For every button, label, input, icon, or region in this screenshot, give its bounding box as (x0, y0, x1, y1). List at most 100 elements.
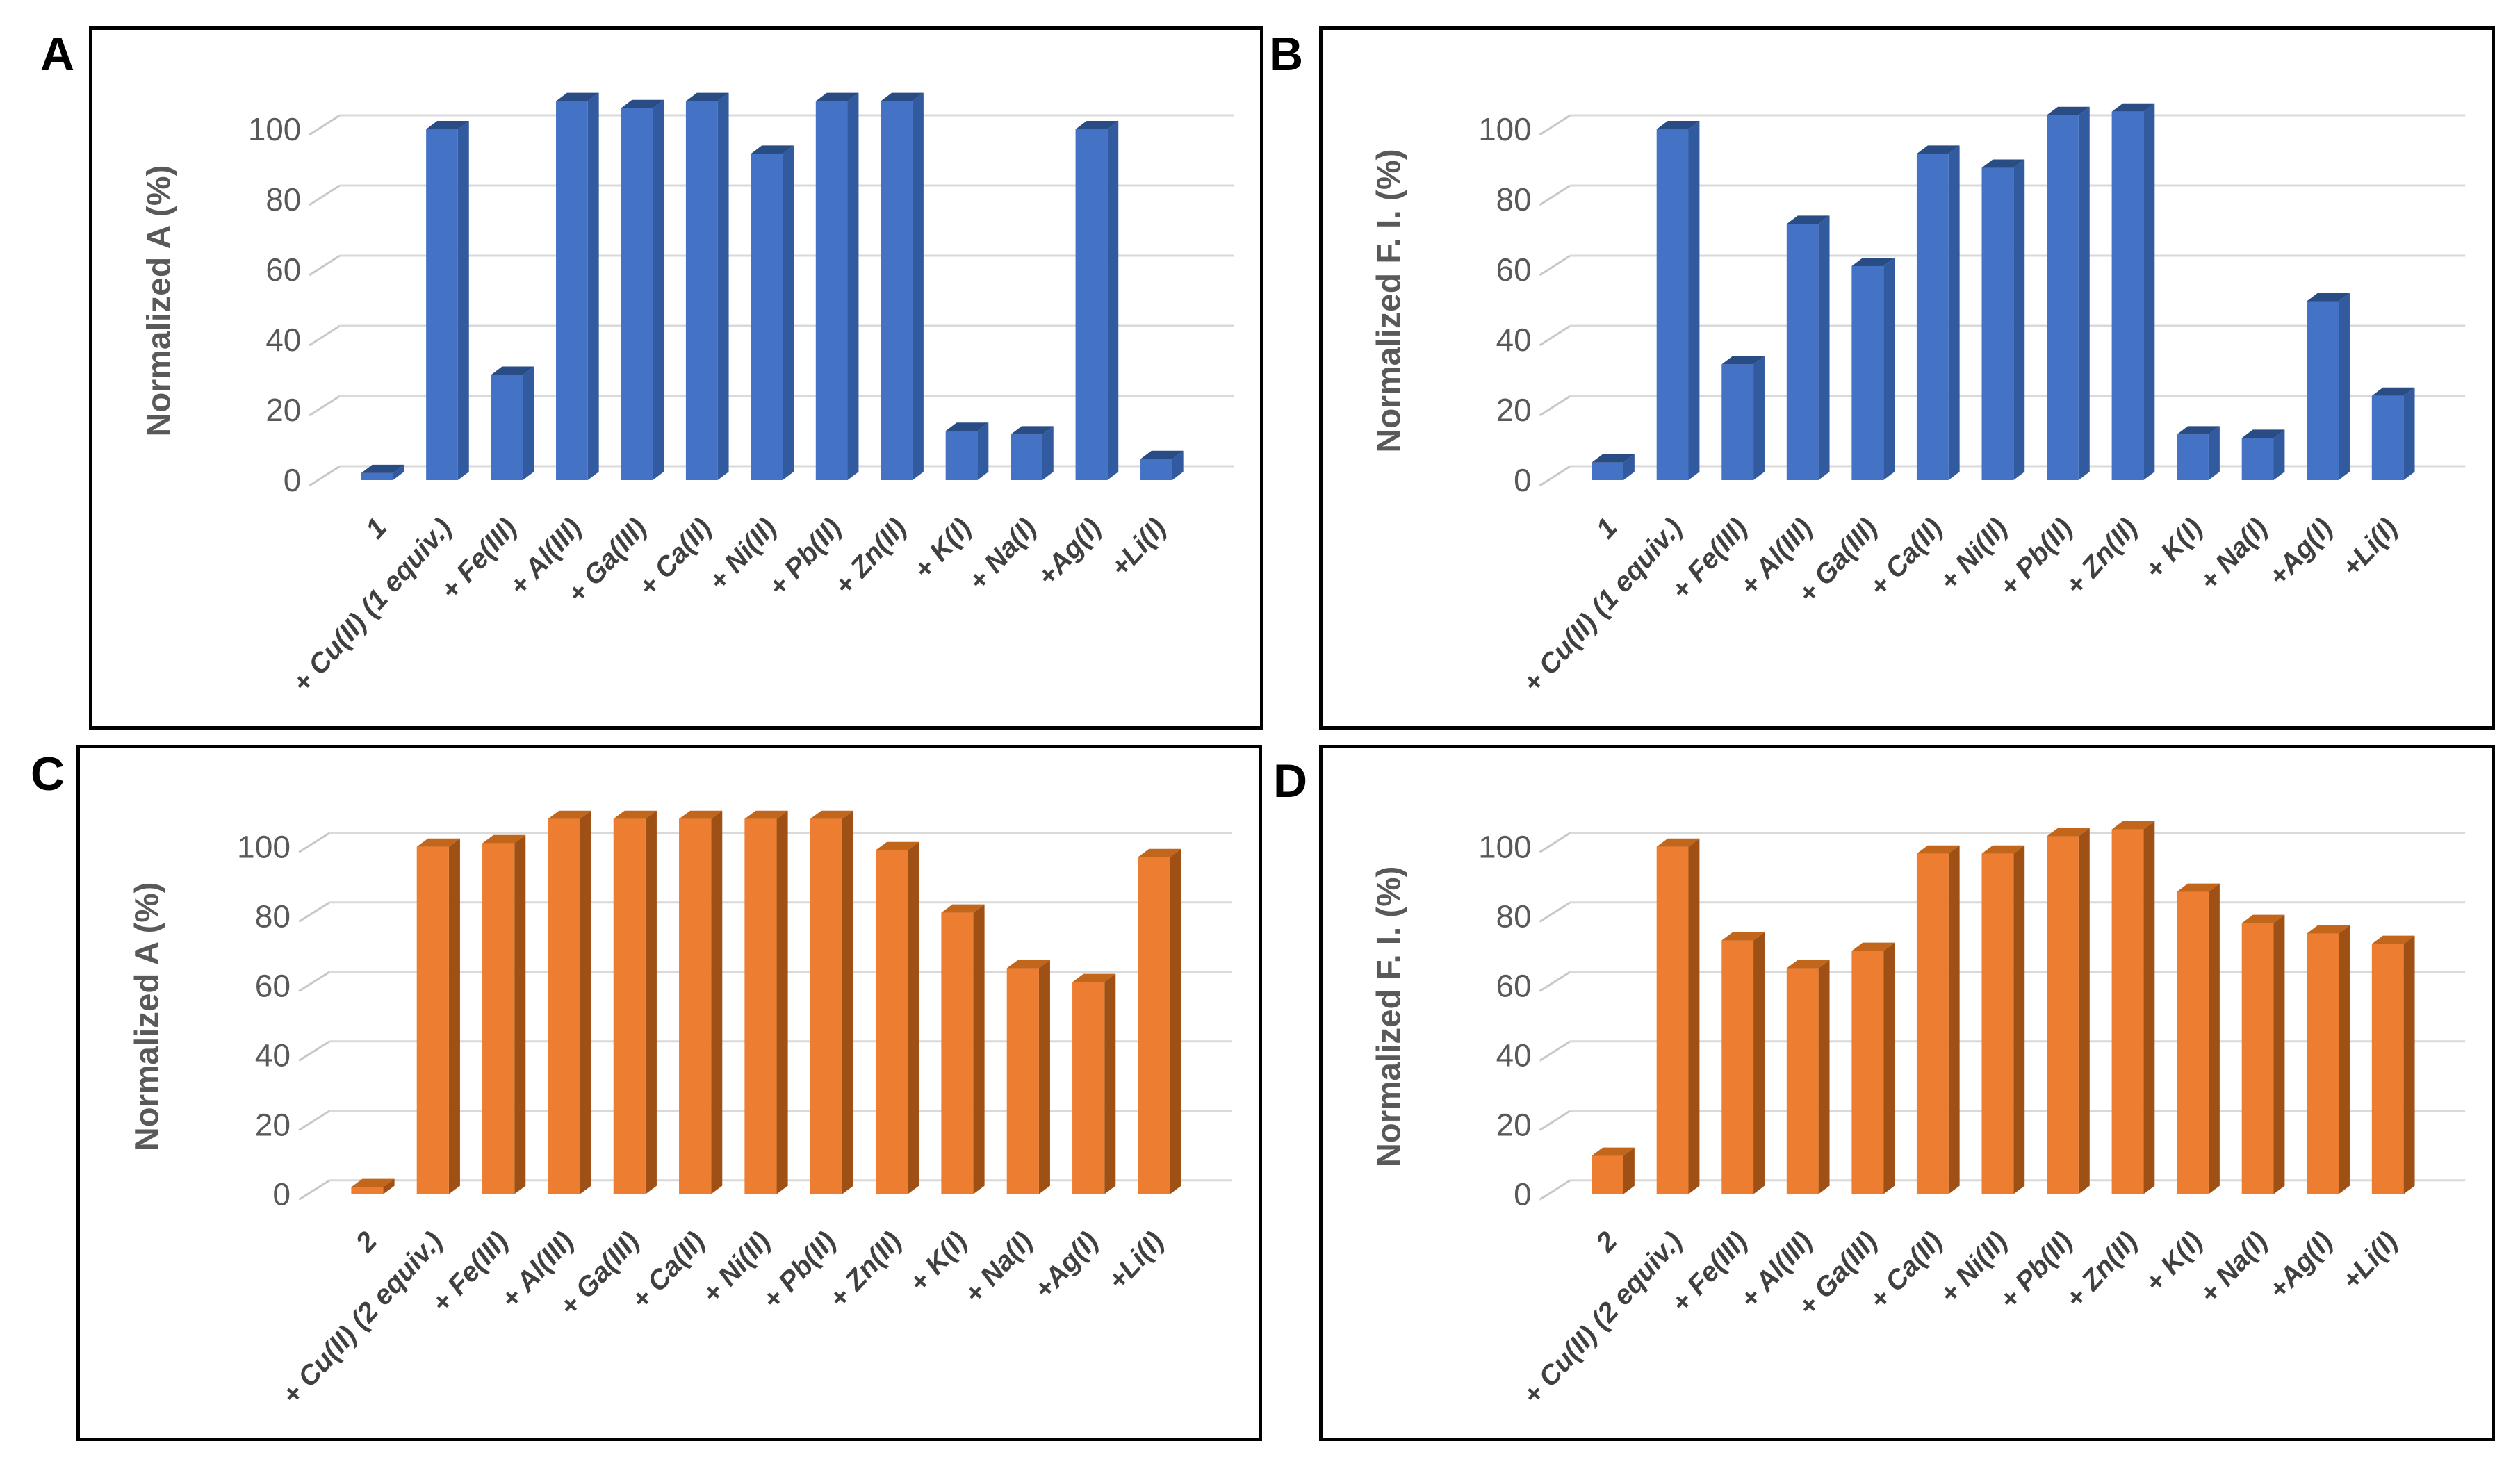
bar-front-face (876, 850, 908, 1194)
bar-side-face (1623, 1147, 1635, 1194)
y-tick-label: 100 (1478, 830, 1531, 865)
bar-side-face (977, 422, 989, 480)
bar-front-face (556, 101, 588, 481)
bar-top-face (1075, 121, 1119, 129)
grid-tick-diagonal (298, 1179, 331, 1201)
bar-side-face (587, 92, 599, 481)
y-tick-label: 40 (265, 322, 301, 358)
grid-tick-diagonal (309, 395, 341, 417)
y-tick-label: 60 (1496, 252, 1532, 288)
bar-front-face (1786, 224, 1819, 480)
bar-side-face (514, 834, 526, 1194)
bar-top-face (2241, 429, 2285, 438)
bar-front-face (351, 1187, 384, 1194)
bar-side-face (1883, 257, 1895, 480)
bar-top-face (1072, 973, 1116, 982)
bar-front-face (1721, 364, 1754, 480)
bar-top-face (491, 366, 534, 375)
bar-front-face (2371, 944, 2404, 1194)
bar-top-face (876, 841, 919, 850)
bar (810, 810, 853, 1194)
bar-side-face (1038, 960, 1050, 1194)
bar-side-face (2013, 159, 2025, 481)
bar-top-face (744, 810, 788, 819)
bar-side-face (1948, 145, 1960, 480)
bar (1721, 356, 1765, 480)
bar (1011, 426, 1054, 480)
panel-box-d: 0 20 40 60 80 100 2 + Cu(II) (2 equiv.) + Fe(III… (1319, 745, 2495, 1441)
grid-tick-diagonal (298, 1110, 331, 1131)
bar-side-face (1170, 848, 1181, 1194)
bar-front-face (621, 108, 653, 480)
bar-front-face (941, 912, 974, 1194)
y-tick-label: 40 (1496, 322, 1532, 358)
bar-side-face (448, 838, 460, 1194)
bar-side-face (2208, 883, 2220, 1194)
bar-top-face (1916, 845, 1960, 854)
bar-top-face (1721, 356, 1765, 365)
y-tick-label: 100 (1478, 111, 1531, 147)
bar-top-face (548, 810, 591, 819)
bar (613, 810, 657, 1194)
bar (491, 366, 534, 480)
bar-front-face (482, 843, 515, 1194)
bar-top-face (1656, 838, 1700, 847)
bar-top-face (1786, 960, 1830, 969)
x-category-label: + Cu(II) (2 equiv.) (276, 1226, 449, 1410)
bar-top-face (556, 92, 599, 101)
x-category-label: + Pb(II) (756, 1226, 842, 1315)
bar-side-face (645, 810, 657, 1194)
bar (1981, 845, 2025, 1194)
y-tick-label: 20 (1496, 392, 1532, 428)
y-tick-label: 100 (237, 829, 291, 865)
bar-top-face (2047, 106, 2090, 115)
y-tick-label: 60 (1496, 969, 1532, 1004)
x-category-label: 2 (1589, 1226, 1623, 1258)
bar-front-face (2307, 301, 2339, 480)
bar-front-face (679, 818, 712, 1194)
bar (2047, 828, 2090, 1194)
bar-front-face (2047, 115, 2079, 481)
bar-side-face (973, 904, 985, 1194)
grid-tick-diagonal (1539, 832, 1571, 853)
bar-top-face (1138, 848, 1181, 857)
bar-side-face (383, 1178, 395, 1194)
y-tick-label: 0 (272, 1176, 291, 1212)
bar-top-face (2111, 821, 2155, 830)
grid-tick-diagonal (1539, 971, 1571, 992)
panel-letter-c: C (31, 748, 65, 800)
bar-front-face (810, 818, 842, 1194)
bar-side-face (908, 841, 919, 1194)
bar (1786, 960, 1830, 1194)
bar-front-face (1656, 129, 1689, 480)
bar-side-face (2339, 925, 2350, 1194)
bar-front-face (881, 101, 913, 481)
bar-front-face (1916, 154, 1949, 480)
y-tick-label: 80 (265, 181, 301, 217)
bar (351, 1178, 395, 1194)
grid-tick-diagonal (1539, 324, 1571, 347)
grid-tick-diagonal (1539, 254, 1571, 277)
bar-front-face (361, 472, 393, 480)
bar-top-face (751, 145, 794, 154)
bar-top-face (881, 92, 924, 101)
grid-tick-diagonal (309, 324, 341, 347)
bar-side-face (580, 810, 591, 1194)
y-tick-label: 20 (255, 1107, 291, 1143)
bar-top-face (2307, 293, 2350, 302)
bar-side-face (457, 121, 469, 480)
bar (2177, 883, 2220, 1194)
bar-front-face (1075, 129, 1108, 480)
y-tick-label: 20 (265, 392, 301, 428)
bar (1592, 454, 1635, 480)
bar-top-face (1981, 845, 2025, 854)
y-tick-label: 0 (284, 462, 301, 498)
bar (482, 834, 526, 1194)
bar (2307, 925, 2350, 1194)
bar (1656, 838, 1700, 1194)
bar (2307, 293, 2350, 480)
bar-front-face (1851, 951, 1884, 1194)
bar-side-face (1623, 454, 1635, 480)
